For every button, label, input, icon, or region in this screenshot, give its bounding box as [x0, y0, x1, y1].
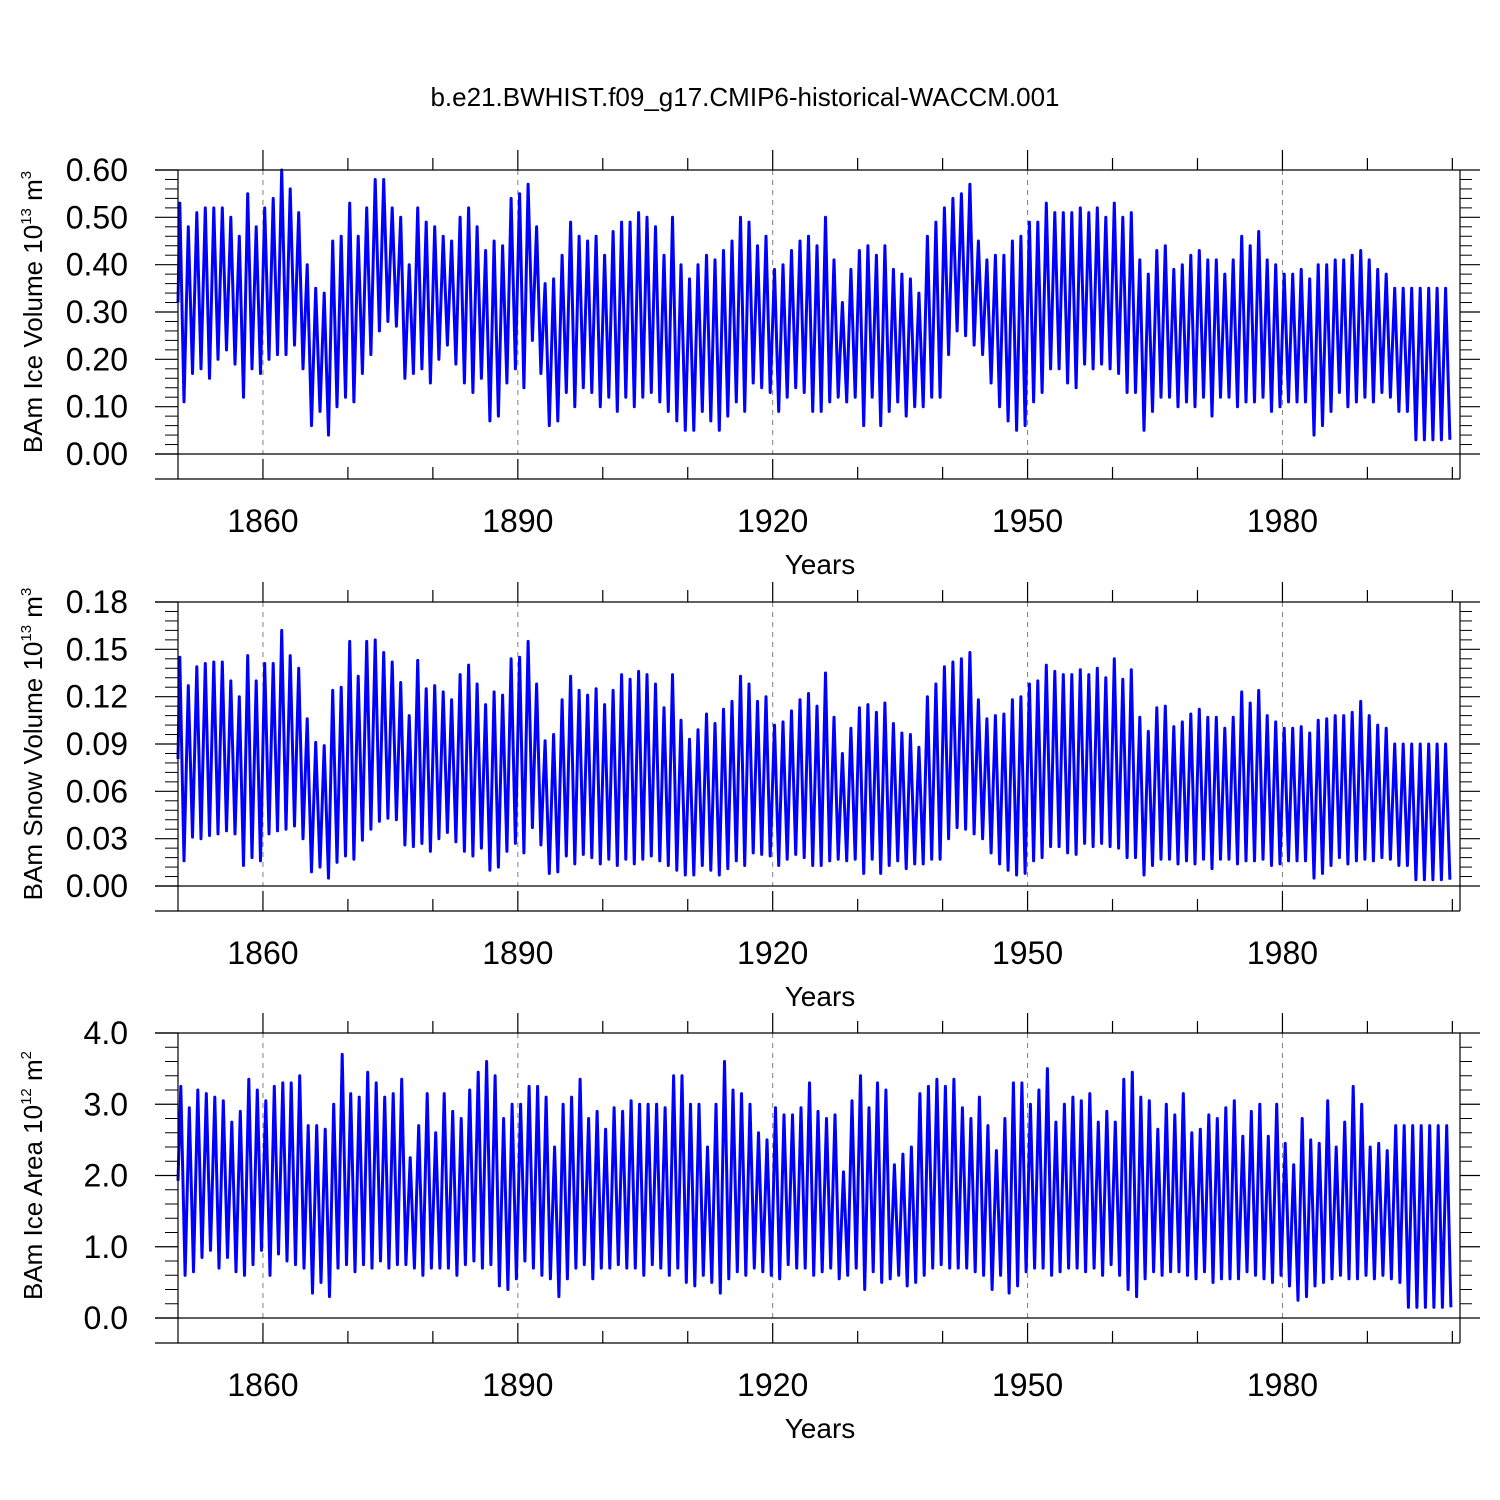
- x-axis-label: Years: [785, 981, 856, 1012]
- y-tick-label: 3.0: [84, 1086, 128, 1122]
- x-tick-label: 1890: [482, 935, 553, 971]
- x-tick-label: 1950: [992, 503, 1063, 539]
- snow-volume-panel: 0.00 0.03 0.06 0.09 0.12 0.15 0.18 1860 1890 1920…: [18, 582, 1480, 1012]
- y-tick-label: 0.50: [66, 199, 128, 235]
- x-tick-label: 1950: [992, 1367, 1063, 1403]
- y-tick-label: 0.12: [66, 679, 128, 715]
- y-axis-label: BAm Ice Volume 1013 m3: [18, 171, 48, 453]
- y-tick-label: 0.18: [66, 584, 128, 620]
- y-axis-label: BAm Snow Volume 1013 m3: [18, 588, 48, 901]
- x-tick-label: 1950: [992, 935, 1063, 971]
- x-tick-label: 1920: [737, 503, 808, 539]
- y-tick-label: 0.15: [66, 631, 128, 667]
- y-tick-label: 0.20: [66, 341, 128, 377]
- x-tick-label: 1890: [482, 1367, 553, 1403]
- y-tick-label: 0.09: [66, 726, 128, 762]
- x-tick-label: 1980: [1247, 935, 1318, 971]
- y-tick-label: 0.60: [66, 152, 128, 188]
- x-tick-label: 1920: [737, 1367, 808, 1403]
- y-tick-label: 0.10: [66, 389, 128, 425]
- x-tick-label: 1890: [482, 503, 553, 539]
- y-tick-label: 1.0: [84, 1229, 128, 1265]
- y-tick-label: 0.00: [66, 436, 128, 472]
- y-tick-label: 0.30: [66, 294, 128, 330]
- y-tick-label: 2.0: [84, 1158, 128, 1194]
- ice-volume-panel: 0.00 0.10 0.20 0.30 0.40 0.50 0.60 1860 1890 1920…: [18, 150, 1480, 580]
- series-line: [176, 168, 1452, 442]
- y-tick-label: 0.06: [66, 773, 128, 809]
- series-line: [176, 628, 1452, 882]
- y-axis-label: BAm Ice Area 1012 m2: [18, 1051, 48, 1300]
- x-tick-label: 1860: [227, 503, 298, 539]
- ice-area-panel: 0.0 1.0 2.0 3.0 4.0 1860 1890 1920 1950 1980 Years…: [18, 1013, 1480, 1444]
- series-line: [176, 1052, 1453, 1309]
- y-tick-label: 0.40: [66, 247, 128, 283]
- x-tick-label: 1980: [1247, 503, 1318, 539]
- x-tick-label: 1860: [227, 935, 298, 971]
- x-axis-label: Years: [785, 1413, 856, 1444]
- y-tick-label: 0.00: [66, 868, 128, 904]
- y-tick-label: 0.03: [66, 821, 128, 857]
- y-tick-label: 0.0: [84, 1300, 128, 1336]
- x-tick-label: 1980: [1247, 1367, 1318, 1403]
- figure-title: b.e21.BWHIST.f09_g17.CMIP6-historical-WA…: [430, 82, 1059, 112]
- x-tick-label: 1920: [737, 935, 808, 971]
- y-tick-label: 4.0: [84, 1015, 128, 1051]
- x-tick-label: 1860: [227, 1367, 298, 1403]
- x-axis-label: Years: [785, 549, 856, 580]
